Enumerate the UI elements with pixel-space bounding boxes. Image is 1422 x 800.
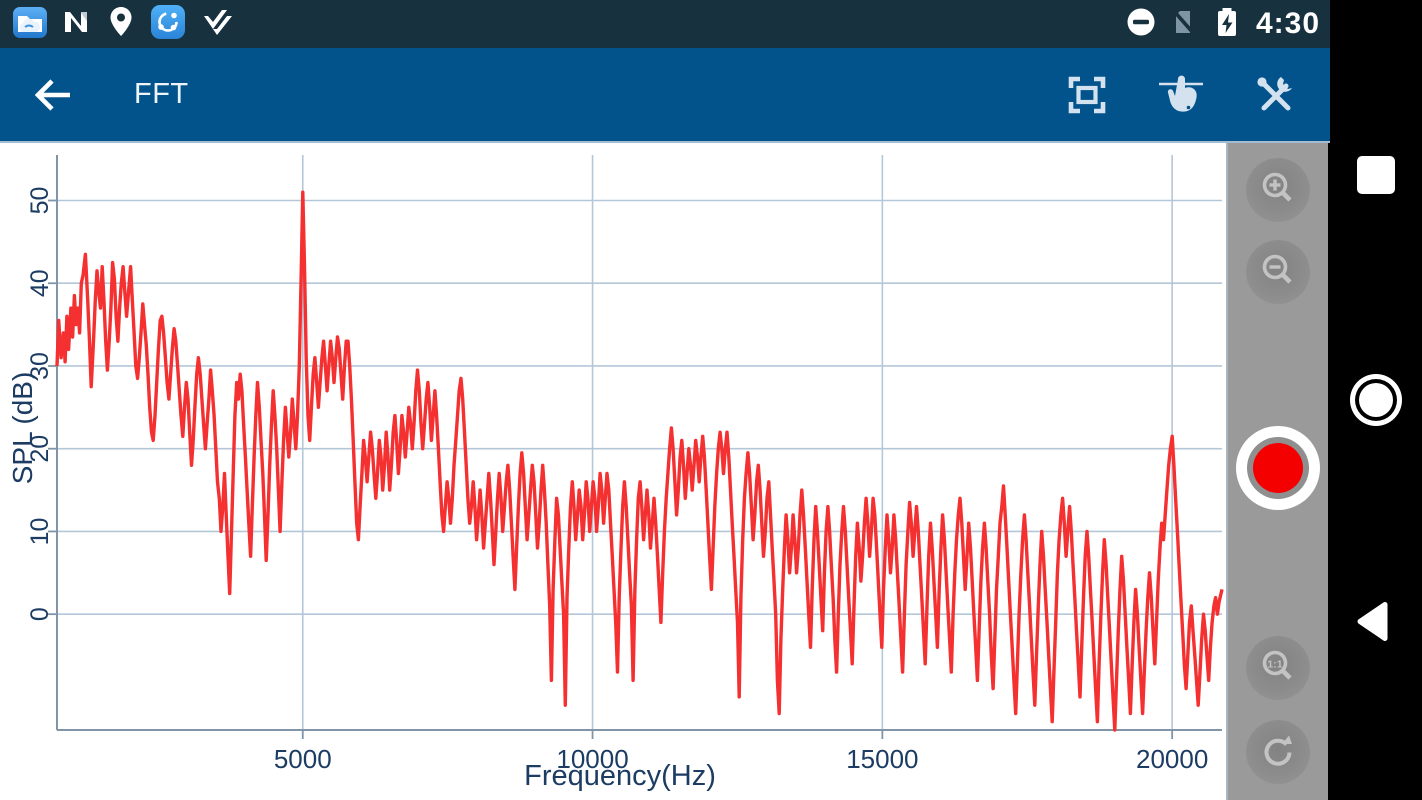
svg-text:20: 20 xyxy=(26,435,54,463)
fullscreen-icon[interactable] xyxy=(1063,71,1111,119)
record-button[interactable] xyxy=(1236,426,1320,510)
es-file-explorer-icon xyxy=(12,4,48,45)
svg-text:15000: 15000 xyxy=(846,744,918,774)
notification-icons xyxy=(12,3,236,46)
android-nav-bar xyxy=(1330,0,1422,800)
one-to-one-button[interactable]: 1:1 xyxy=(1246,636,1310,700)
svg-text:40: 40 xyxy=(26,269,54,297)
svg-text:0: 0 xyxy=(26,607,54,621)
home-icon xyxy=(1350,374,1402,426)
page-title: FFT xyxy=(134,78,189,110)
recents-button[interactable] xyxy=(1357,156,1395,194)
zoom-out-icon xyxy=(1258,251,1298,294)
clock: 4:30 xyxy=(1255,7,1320,40)
app-bar-actions xyxy=(1063,71,1299,119)
back-triangle-icon xyxy=(1352,598,1400,649)
zoom-in-button[interactable] xyxy=(1246,158,1310,222)
svg-text:30: 30 xyxy=(26,352,54,380)
hand-cursor-icon[interactable] xyxy=(1157,71,1205,119)
chart-toolbar: 1:1 xyxy=(1228,143,1328,800)
svg-text:10: 10 xyxy=(26,518,54,546)
home-button[interactable] xyxy=(1350,374,1402,426)
status-indicators: 4:30 xyxy=(1124,4,1320,45)
zoom-out-button[interactable] xyxy=(1246,240,1310,304)
android-n-icon xyxy=(61,4,93,45)
do-not-disturb-icon xyxy=(1124,5,1158,44)
battery-charging-icon xyxy=(1210,4,1244,45)
content-row: 5000 10000 15000 20000 0 10 20 30 40 50 Frequency… xyxy=(0,143,1330,800)
one-to-one-icon: 1:1 xyxy=(1258,647,1298,690)
tools-icon[interactable] xyxy=(1251,71,1299,119)
main-column: 4:30 FFT xyxy=(0,0,1330,800)
status-bar: 4:30 xyxy=(0,0,1330,48)
svg-text:20000: 20000 xyxy=(1136,744,1208,774)
reset-icon xyxy=(1258,731,1298,774)
double-check-icon xyxy=(200,4,236,45)
svg-text:10000: 10000 xyxy=(556,744,628,774)
shareit-icon xyxy=(149,3,187,46)
x-axis-title: Frequency(Hz) xyxy=(524,760,716,792)
record-icon xyxy=(1253,443,1303,493)
svg-text:1:1: 1:1 xyxy=(1267,658,1282,670)
fft-chart[interactable]: 5000 10000 15000 20000 0 10 20 30 40 50 xyxy=(0,143,1226,800)
no-sim-icon xyxy=(1167,5,1201,44)
recents-icon xyxy=(1357,156,1395,194)
record-ring xyxy=(1247,437,1309,499)
chart-panel: 5000 10000 15000 20000 0 10 20 30 40 50 Frequency… xyxy=(0,143,1228,800)
location-pin-icon xyxy=(106,4,136,45)
app-bar: FFT xyxy=(0,48,1330,143)
back-arrow-icon[interactable] xyxy=(30,74,76,116)
zoom-in-icon xyxy=(1258,169,1298,212)
reset-button[interactable] xyxy=(1246,720,1310,784)
y-axis-title: SPL (dB) xyxy=(7,371,38,485)
back-button[interactable] xyxy=(1352,598,1400,649)
svg-text:50: 50 xyxy=(26,187,54,215)
svg-text:5000: 5000 xyxy=(274,744,332,774)
